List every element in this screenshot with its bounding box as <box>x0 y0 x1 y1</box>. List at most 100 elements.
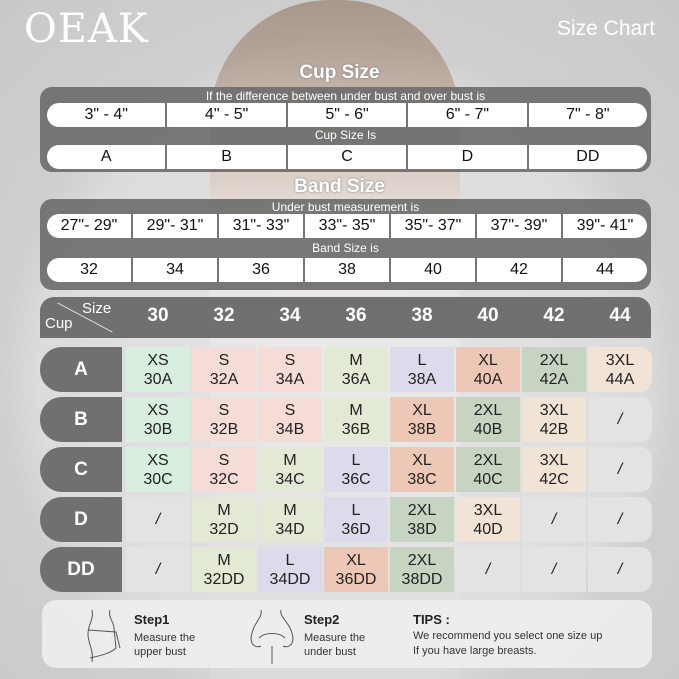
size-cell-text: XS 30A <box>143 352 173 388</box>
measurement-cell: 33"- 35" <box>305 214 389 238</box>
size-cell: L 36D <box>324 497 388 542</box>
corner-cup-label: Cup <box>45 315 73 332</box>
size-cell-text: 2XL 40C <box>473 452 503 488</box>
size-cell-text: 3XL 42B <box>539 402 569 438</box>
column-header: 30 <box>147 305 169 326</box>
size-cell: M 32DD <box>192 547 256 592</box>
size-cell-text: / <box>551 561 557 578</box>
size-cell-text: M 32DD <box>203 552 245 588</box>
size-cell: / <box>522 497 586 542</box>
size-cell: M 36B <box>324 397 388 442</box>
size-cell-text: / <box>617 461 623 478</box>
size-cell: / <box>126 547 190 592</box>
size-cell: 2XL 40B <box>456 397 520 442</box>
size-cell: 3XL 44A <box>588 347 652 392</box>
column-header: 38 <box>411 305 433 326</box>
size-cell-text: M 34D <box>275 502 305 538</box>
size-cell-text: XS 30C <box>143 452 173 488</box>
size-cell: M 32D <box>192 497 256 542</box>
size-cell-text: / <box>551 511 557 528</box>
difference-cell: 3" - 4" <box>47 103 166 127</box>
measurement-cell: 31"- 33" <box>219 214 303 238</box>
size-cell: S 32B <box>192 397 256 442</box>
size-cell-text: 2XL 38D <box>407 502 437 538</box>
size-cell-text: / <box>617 561 623 578</box>
size-cell-text: S 32A <box>209 352 239 388</box>
cup-size-is-label: Cup Size Is <box>314 128 377 142</box>
cup-cell: C <box>287 145 407 169</box>
size-cell-text: XL 36DD <box>335 552 377 588</box>
band-size-panel: Under bust measurement is 27"- 29" 29"- 3… <box>40 199 651 290</box>
size-cell-text: / <box>485 561 491 578</box>
page-title: Size Chart <box>557 17 656 40</box>
size-cell: 2XL 40C <box>456 447 520 492</box>
step1-title: Step1 <box>134 612 170 627</box>
step2-text: Measure the under bust <box>304 632 366 658</box>
measurement-cell: 37"- 39" <box>477 214 561 238</box>
difference-cell: 7" - 8" <box>528 103 648 127</box>
size-cell-text: M 34C <box>275 452 305 488</box>
band-cell: 42 <box>477 258 561 282</box>
column-header: 40 <box>477 305 499 326</box>
row-label-cup: A <box>40 347 122 392</box>
cup-cell: B <box>167 145 286 169</box>
size-cell-text: 2XL 38DD <box>401 552 443 588</box>
size-cell: M 34C <box>258 447 322 492</box>
size-cell: 2XL 42A <box>522 347 586 392</box>
size-cell: XL 40A <box>456 347 520 392</box>
difference-cell: 5" - 6" <box>287 103 407 127</box>
size-cell-text: M 36B <box>341 402 371 438</box>
size-cell-text: L 36D <box>341 502 371 538</box>
measurement-cell: 27"- 29" <box>47 214 131 238</box>
column-header: 42 <box>543 305 565 326</box>
size-cell: XL 38C <box>390 447 454 492</box>
size-cell-text: S 32C <box>209 452 239 488</box>
size-cell: XL 38B <box>390 397 454 442</box>
size-cell: M 36A <box>324 347 388 392</box>
size-cell: S 34B <box>258 397 322 442</box>
step2-title: Step2 <box>304 612 340 627</box>
size-cell: L 38A <box>390 347 454 392</box>
measurement-cell: 35"- 37" <box>391 214 475 238</box>
tips-text-2: If you have large breasts. <box>413 645 537 657</box>
size-cell-text: 3XL 44A <box>605 352 635 388</box>
size-cell: S 32A <box>192 347 256 392</box>
corner-size-label: Size <box>82 300 112 317</box>
instructions-panel: Step1 Measure the upper bust Step2 Measu… <box>42 600 652 668</box>
cup-size-heading: Cup Size <box>299 62 380 83</box>
upper-bust-illustration-icon <box>87 609 121 663</box>
cup-size-panel: If the difference between under bust and… <box>40 87 651 172</box>
tips-text-1: We recommend you select one size up <box>413 630 603 642</box>
band-size-label: Under bust measurement is <box>271 200 420 214</box>
size-cell-text: XS 30B <box>143 402 173 438</box>
cup-cell: D <box>408 145 527 169</box>
size-cell: / <box>522 547 586 592</box>
difference-cell: 6" - 7" <box>408 103 527 127</box>
size-cell-text: M 32D <box>209 502 239 538</box>
size-cell-text: L 36C <box>341 452 371 488</box>
row-label-cup: D <box>40 497 122 542</box>
measurement-cell: 29"- 31" <box>133 214 217 238</box>
band-cell: 44 <box>563 258 647 282</box>
size-cell: 3XL 40D <box>456 497 520 542</box>
band-size-heading: Band Size <box>294 176 385 197</box>
size-cell: / <box>456 547 520 592</box>
size-cell: / <box>588 397 652 442</box>
size-cell-text: M 36A <box>341 352 371 388</box>
size-cell: / <box>126 497 190 542</box>
row-label-cup: DD <box>40 547 122 592</box>
size-cell-text: S 34A <box>275 352 305 388</box>
size-cell: / <box>588 547 652 592</box>
size-cell: / <box>588 497 652 542</box>
band-cell: 34 <box>133 258 217 282</box>
size-cell-text: 3XL 42C <box>539 452 569 488</box>
cup-cell: DD <box>528 145 648 169</box>
column-header: 32 <box>213 305 235 326</box>
size-cell: 3XL 42C <box>522 447 586 492</box>
band-size-is-label: Band Size is <box>312 241 379 255</box>
column-header: 34 <box>279 305 301 326</box>
size-cell: 2XL 38DD <box>390 547 454 592</box>
grid-header: Size Cup 30 32 34 36 38 40 42 44 <box>40 297 651 338</box>
size-cell: S 34A <box>258 347 322 392</box>
size-cell: M 34D <box>258 497 322 542</box>
